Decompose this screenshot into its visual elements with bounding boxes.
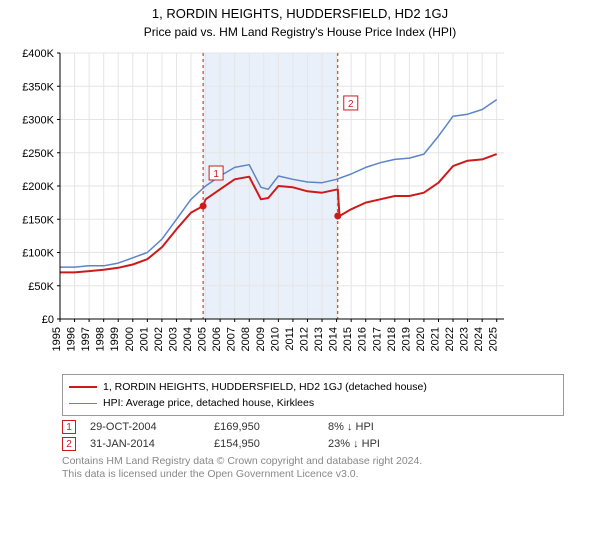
svg-text:2013: 2013 <box>313 327 325 351</box>
svg-text:£50K: £50K <box>28 281 54 293</box>
footer: Contains HM Land Registry data © Crown c… <box>62 455 564 481</box>
svg-text:2008: 2008 <box>240 327 252 351</box>
legend-label: 1, RORDIN HEIGHTS, HUDDERSFIELD, HD2 1GJ… <box>103 379 427 395</box>
svg-text:2006: 2006 <box>211 327 223 351</box>
transaction-delta: 23% ↓ HPI <box>328 438 380 450</box>
svg-text:£250K: £250K <box>22 148 54 160</box>
svg-text:2007: 2007 <box>226 327 238 351</box>
svg-text:2021: 2021 <box>429 327 441 351</box>
svg-text:2005: 2005 <box>197 327 209 351</box>
svg-text:2001: 2001 <box>138 327 150 351</box>
transaction-marker: 1 <box>62 420 76 434</box>
legend-box: 1, RORDIN HEIGHTS, HUDDERSFIELD, HD2 1GJ… <box>62 374 564 416</box>
page-title: 1, RORDIN HEIGHTS, HUDDERSFIELD, HD2 1GJ <box>10 6 590 21</box>
legend-item: HPI: Average price, detached house, Kirk… <box>69 395 557 411</box>
svg-text:2016: 2016 <box>357 327 369 351</box>
svg-text:2020: 2020 <box>415 327 427 351</box>
transaction-delta: 8% ↓ HPI <box>328 421 374 433</box>
legend-label: HPI: Average price, detached house, Kirk… <box>103 395 314 411</box>
svg-text:2012: 2012 <box>298 327 310 351</box>
svg-text:£0: £0 <box>42 314 54 326</box>
legend-item: 1, RORDIN HEIGHTS, HUDDERSFIELD, HD2 1GJ… <box>69 379 557 395</box>
svg-text:£300K: £300K <box>22 115 54 127</box>
transaction-row: 1 29-OCT-2004 £169,950 8% ↓ HPI <box>62 420 564 434</box>
svg-text:1998: 1998 <box>95 327 107 351</box>
svg-text:2014: 2014 <box>328 327 340 351</box>
svg-text:£200K: £200K <box>22 181 54 193</box>
svg-text:2010: 2010 <box>269 327 281 351</box>
svg-text:2000: 2000 <box>124 327 136 351</box>
footer-line2: This data is licensed under the Open Gov… <box>62 468 564 481</box>
svg-text:2: 2 <box>348 99 354 110</box>
svg-text:2015: 2015 <box>342 327 354 351</box>
transaction-date: 31-JAN-2014 <box>90 438 200 450</box>
legend-swatch <box>69 403 97 404</box>
svg-text:2025: 2025 <box>488 327 500 351</box>
svg-text:£150K: £150K <box>22 214 54 226</box>
svg-text:1997: 1997 <box>80 327 92 351</box>
transaction-date: 29-OCT-2004 <box>90 421 200 433</box>
page-subtitle: Price paid vs. HM Land Registry's House … <box>10 25 590 39</box>
svg-text:£400K: £400K <box>22 48 54 60</box>
svg-text:2011: 2011 <box>284 327 296 351</box>
transaction-marker: 2 <box>62 437 76 451</box>
chart-svg: £0 £50K £100K £150K £200K £250K £300K £350K £400… <box>10 47 532 365</box>
footer-line1: Contains HM Land Registry data © Crown c… <box>62 455 564 468</box>
svg-text:2009: 2009 <box>255 327 267 351</box>
svg-text:2002: 2002 <box>153 327 165 351</box>
svg-text:2019: 2019 <box>400 327 412 351</box>
transaction-price: £169,950 <box>214 421 314 433</box>
svg-text:2004: 2004 <box>182 327 194 351</box>
price-chart: £0 £50K £100K £150K £200K £250K £300K £350K £400… <box>10 47 590 370</box>
svg-text:1999: 1999 <box>109 327 121 351</box>
svg-text:2018: 2018 <box>386 327 398 351</box>
svg-text:1996: 1996 <box>66 327 78 351</box>
svg-text:1: 1 <box>213 169 219 180</box>
transaction-row: 2 31-JAN-2014 £154,950 23% ↓ HPI <box>62 437 564 451</box>
legend-swatch <box>69 386 97 388</box>
svg-text:2003: 2003 <box>167 327 179 351</box>
svg-text:2022: 2022 <box>444 327 456 351</box>
svg-text:2017: 2017 <box>371 327 383 351</box>
transaction-price: £154,950 <box>214 438 314 450</box>
svg-text:£350K: £350K <box>22 81 54 93</box>
svg-text:£100K: £100K <box>22 248 54 260</box>
svg-text:2023: 2023 <box>459 327 471 351</box>
svg-text:2024: 2024 <box>473 327 485 351</box>
svg-text:1995: 1995 <box>51 327 63 351</box>
